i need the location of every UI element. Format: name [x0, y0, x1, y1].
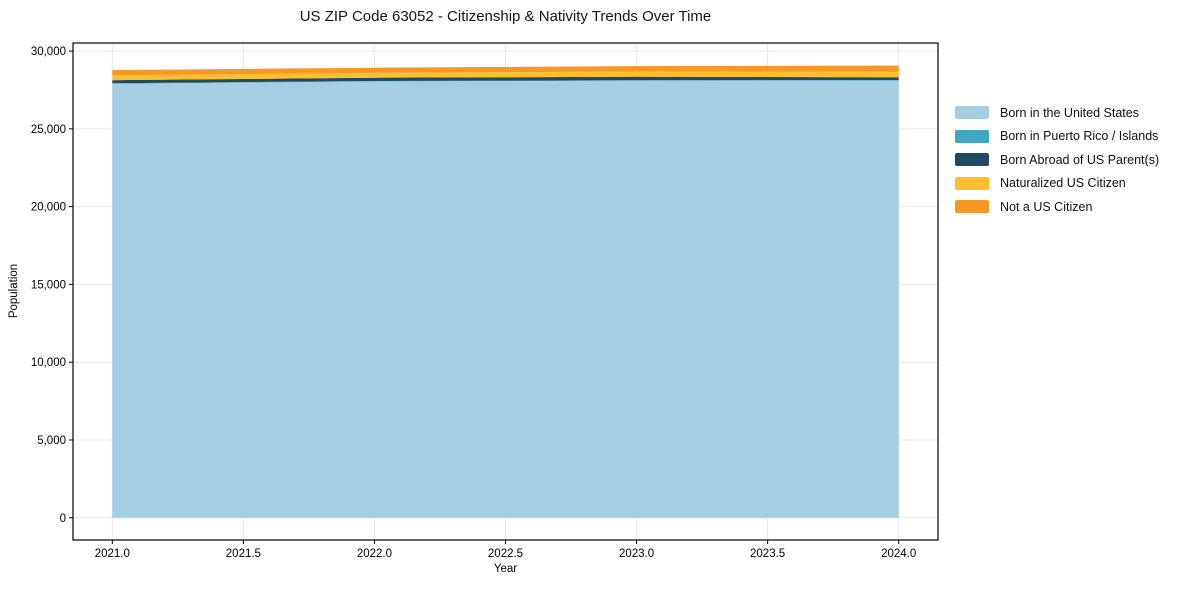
y-tick-label: 25,000 [31, 124, 66, 136]
chart-title: US ZIP Code 63052 - Citizenship & Nativi… [299, 8, 712, 25]
y-tick-label: 15,000 [31, 279, 66, 291]
legend-item: Naturalized US Citizen [955, 176, 1159, 190]
x-tick-label: 2022.5 [488, 548, 523, 560]
y-tick-label: 0 [60, 513, 66, 525]
legend-item: Born Abroad of US Parent(s) [955, 152, 1160, 167]
y-axis-label: Population [8, 263, 20, 319]
chart-legend: Born in the United States Born in Puerto … [955, 106, 1159, 224]
legend-swatch [955, 153, 989, 166]
legend-label: Not a US Citizen [1000, 199, 1093, 214]
y-tick-label: 30,000 [31, 46, 66, 58]
legend-label: Born in Puerto Rico / Islands [1000, 129, 1159, 143]
legend-swatch [955, 200, 989, 213]
x-tick-label: 2023.0 [619, 548, 654, 560]
y-tick-label: 10,000 [31, 357, 66, 369]
area-series-1 [112, 80, 899, 84]
area-series-2 [112, 76, 899, 84]
area-series-0 [112, 80, 899, 518]
legend-item: Born in the United States [955, 105, 1159, 120]
y-tick-label: 5,000 [37, 435, 66, 447]
legend-item: Born in Puerto Rico / Islands [955, 129, 1159, 143]
x-tick-label: 2022.0 [357, 548, 392, 560]
legend-item: Not a US Citizen [955, 199, 1159, 214]
x-tick-label: 2023.5 [750, 548, 785, 560]
legend-label: Born Abroad of US Parent(s) [1000, 152, 1160, 167]
legend-swatch [955, 176, 989, 190]
x-tick-label: 2024.0 [881, 548, 916, 560]
legend-label: Born in the United States [1000, 105, 1139, 120]
x-tick-label: 2021.0 [95, 548, 130, 560]
x-tick-label: 2021.5 [226, 548, 261, 560]
y-tick-label: 20,000 [31, 202, 66, 214]
legend-swatch [955, 129, 989, 143]
legend-label: Naturalized US Citizen [1000, 176, 1126, 190]
x-axis-label: Year [493, 563, 518, 575]
area-series-4 [112, 65, 899, 76]
area-series-3 [112, 71, 899, 81]
legend-swatch [955, 106, 989, 119]
